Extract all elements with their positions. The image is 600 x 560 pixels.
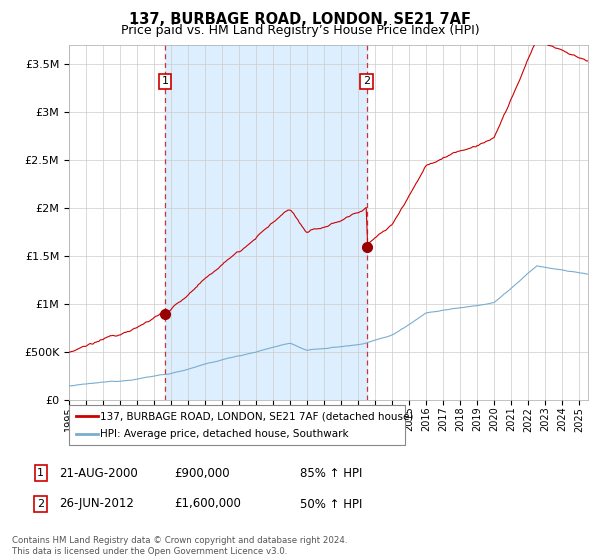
Text: Price paid vs. HM Land Registry’s House Price Index (HPI): Price paid vs. HM Land Registry’s House … xyxy=(121,24,479,36)
Text: Contains HM Land Registry data © Crown copyright and database right 2024.
This d: Contains HM Land Registry data © Crown c… xyxy=(12,536,347,556)
Text: 26-JUN-2012: 26-JUN-2012 xyxy=(59,497,134,511)
Text: 50% ↑ HPI: 50% ↑ HPI xyxy=(300,497,362,511)
Text: 1: 1 xyxy=(161,76,169,86)
Bar xyxy=(165,45,367,400)
Text: 2: 2 xyxy=(37,499,44,509)
Text: 85% ↑ HPI: 85% ↑ HPI xyxy=(300,466,362,480)
Text: £900,000: £900,000 xyxy=(174,466,230,480)
Text: 21-AUG-2000: 21-AUG-2000 xyxy=(59,466,137,480)
Text: 137, BURBAGE ROAD, LONDON, SE21 7AF: 137, BURBAGE ROAD, LONDON, SE21 7AF xyxy=(129,12,471,27)
Text: 2: 2 xyxy=(363,76,370,86)
Text: 1: 1 xyxy=(37,468,44,478)
Text: 137, BURBAGE ROAD, LONDON, SE21 7AF (detached house): 137, BURBAGE ROAD, LONDON, SE21 7AF (det… xyxy=(100,411,413,421)
Text: HPI: Average price, detached house, Southwark: HPI: Average price, detached house, Sout… xyxy=(100,429,349,439)
Text: £1,600,000: £1,600,000 xyxy=(174,497,241,511)
